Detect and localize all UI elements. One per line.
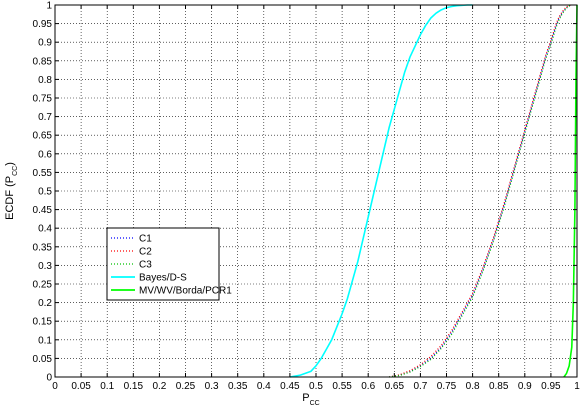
legend-label: C3 xyxy=(139,260,152,271)
x-tick-label: 0.6 xyxy=(361,381,375,392)
y-tick-label: 0.85 xyxy=(33,56,53,67)
y-tick-label: 0.5 xyxy=(38,187,52,198)
x-tick-label: 0.05 xyxy=(71,381,91,392)
x-tick-label: 0 xyxy=(52,381,58,392)
x-tick-label: 0.35 xyxy=(228,381,248,392)
y-tick-label: 0.1 xyxy=(38,335,52,346)
legend: C1 C2 C3 Bayes/D-S MV/WV/Borda/PCR1 xyxy=(106,227,232,301)
x-tick-label: 0.9 xyxy=(518,381,532,392)
y-tick-label: 0 xyxy=(46,373,52,384)
y-tick-label: 0.4 xyxy=(38,224,52,235)
x-tick-label: 0.85 xyxy=(489,381,509,392)
x-tick-label: 0.65 xyxy=(385,381,405,392)
y-tick-label: 0.55 xyxy=(33,168,53,179)
y-tick-label: 0.35 xyxy=(33,242,53,253)
legend-box xyxy=(106,227,220,301)
series-lines xyxy=(289,4,578,378)
x-tick-label: 1 xyxy=(574,381,580,392)
x-tick-label: 0.4 xyxy=(257,381,271,392)
x-tick-label: 0.75 xyxy=(437,381,457,392)
x-tick-label: 0.95 xyxy=(541,381,561,392)
y-tick-label: 0.75 xyxy=(33,94,53,105)
x-tick-label: 0.25 xyxy=(176,381,196,392)
series-line-3 xyxy=(289,4,473,378)
x-tick-label: 0.5 xyxy=(309,381,323,392)
x-tick-label: 0.2 xyxy=(152,381,166,392)
x-tick-label: 0.1 xyxy=(100,381,114,392)
y-tick-label: 0.9 xyxy=(38,38,52,49)
legend-label: MV/WV/Borda/PCR1 xyxy=(139,286,232,297)
y-tick-label: 0.7 xyxy=(38,112,52,123)
x-tick-label: 0.45 xyxy=(280,381,300,392)
x-axis-label: PCC xyxy=(302,392,319,407)
legend-label: C1 xyxy=(139,234,152,245)
y-tick-label: 0.3 xyxy=(38,261,52,272)
y-tick-label: 0.6 xyxy=(38,149,52,160)
y-tick-label: 0.8 xyxy=(38,75,52,86)
y-tick-label: 0.2 xyxy=(38,298,52,309)
x-tick-label: 0.3 xyxy=(205,381,219,392)
legend-label: Bayes/D-S xyxy=(139,273,187,284)
y-tick-label: 0.05 xyxy=(33,354,53,365)
series-line-1 xyxy=(388,4,572,378)
y-tick-label: 0.15 xyxy=(33,317,53,328)
y-tick-label: 0.45 xyxy=(33,205,53,216)
y-tick-label: 0.25 xyxy=(33,280,53,291)
x-tick-label: 0.7 xyxy=(413,381,427,392)
series-line-4 xyxy=(563,4,578,378)
y-tick-label: 0.65 xyxy=(33,131,53,142)
series-line-2 xyxy=(388,4,573,378)
legend-label: C2 xyxy=(139,247,152,258)
y-tick-label: 1 xyxy=(46,1,52,12)
y-axis-label: ECDF (PCC) xyxy=(4,162,19,220)
x-tick-label: 0.55 xyxy=(332,381,352,392)
x-tick-label: 0.8 xyxy=(466,381,480,392)
axis-ticks: 0 0.05 0.1 0.15 0.2 0.25 0.3 0.35 0.4 0.45 0.5 0.55… xyxy=(33,1,581,393)
y-tick-label: 0.95 xyxy=(33,19,53,30)
x-tick-label: 0.15 xyxy=(124,381,144,392)
